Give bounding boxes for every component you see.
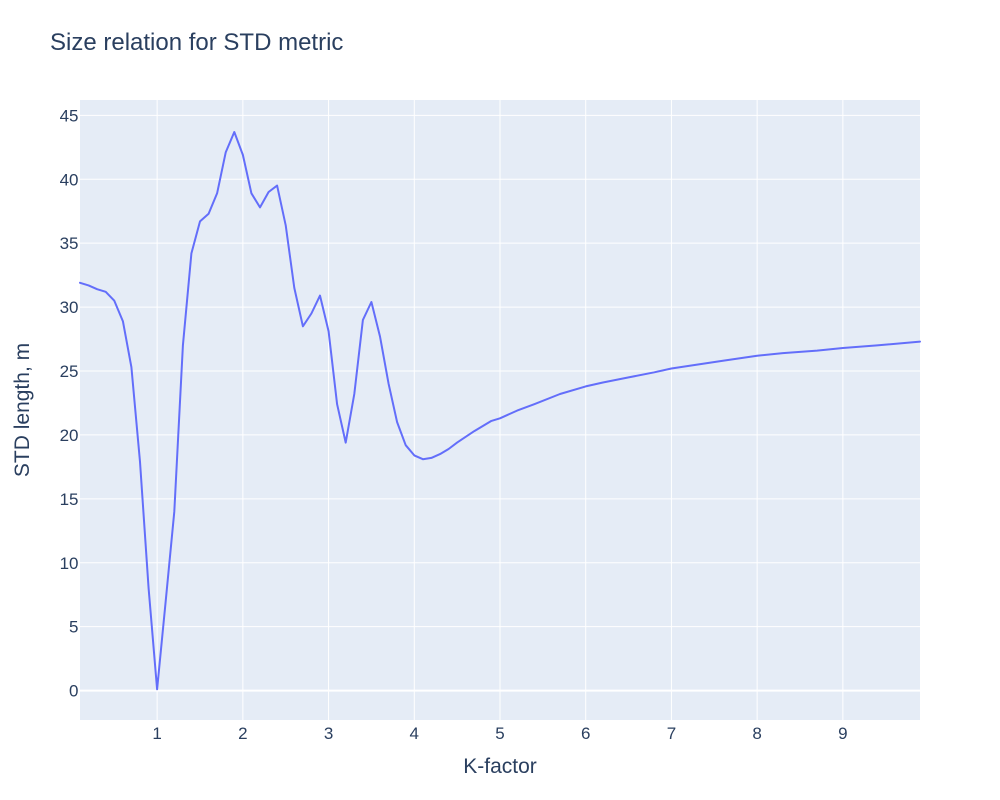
x-tick-label: 3	[324, 724, 333, 743]
y-axis-ticks: 0 5 10 15 20 25 30 35 40 45	[60, 106, 79, 700]
x-tick-label: 5	[495, 724, 504, 743]
x-tick-label: 4	[410, 724, 419, 743]
series-layer	[79, 131, 921, 691]
x-gridlines	[156, 100, 844, 720]
x-axis-ticks: 1 2 3 4 5 6 7 8 9	[152, 724, 847, 743]
x-tick-label: 8	[752, 724, 761, 743]
y-tick-label: 40	[60, 170, 79, 189]
y-tick-label: 0	[69, 682, 78, 701]
y-tick-label: 45	[60, 106, 79, 125]
y-tick-label: 30	[60, 298, 79, 317]
y-tick-label: 20	[60, 426, 79, 445]
y-tick-label: 10	[60, 554, 79, 573]
y-tick-label: 25	[60, 362, 79, 381]
x-tick-label: 9	[838, 724, 847, 743]
x-axis-title: K-factor	[463, 755, 537, 778]
y-axis-title: STD length, m	[11, 343, 34, 477]
y-tick-label: 15	[60, 490, 79, 509]
x-tick-label: 1	[152, 724, 161, 743]
x-tick-label: 2	[238, 724, 247, 743]
y-tick-label: 35	[60, 234, 79, 253]
series-line	[79, 131, 921, 691]
x-tick-label: 7	[667, 724, 676, 743]
x-tick-label: 6	[581, 724, 590, 743]
chart-title: Size relation for STD metric	[50, 29, 343, 56]
y-tick-label: 5	[69, 618, 78, 637]
